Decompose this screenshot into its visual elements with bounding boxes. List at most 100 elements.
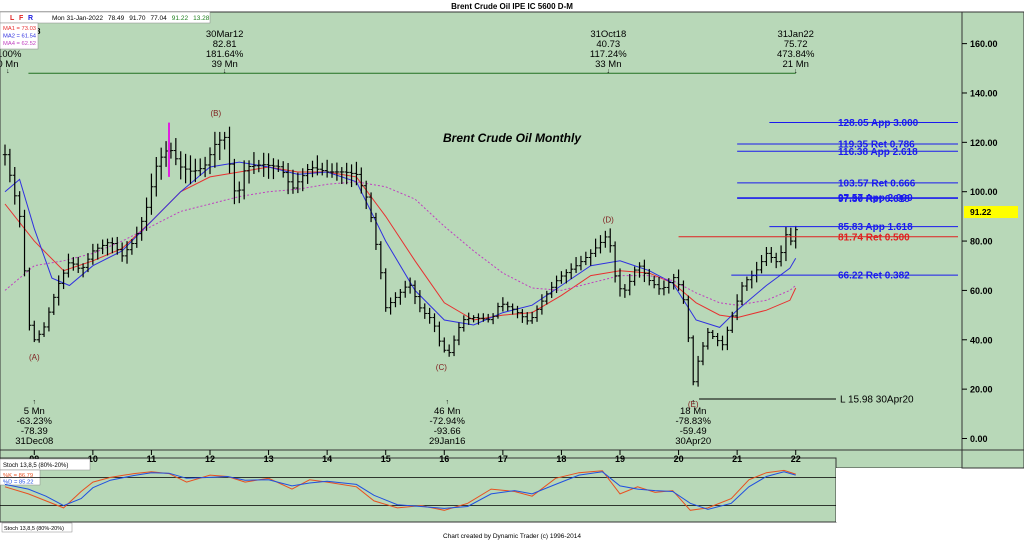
x-tick-label: 15: [381, 454, 391, 464]
swing-bottom-text: 5 Mn: [24, 406, 45, 417]
swing-bottom-text: -63.23%: [17, 416, 53, 427]
ma-legend-item: MA2 = 61.54: [3, 34, 37, 40]
ohlc-value: 78.49: [108, 15, 125, 22]
ma-legend-item: MA1 = 73.03: [3, 26, 36, 32]
stoch-line: [4, 471, 796, 510]
stoch-footer-label: Stoch 13,8,5 (80%-20%): [4, 526, 64, 532]
current-price-label: 91.22: [970, 207, 992, 217]
chart-title: Brent Crude Oil Monthly: [443, 131, 582, 145]
swing-top-text: 30Mar12: [206, 29, 244, 40]
wave-label: (C): [436, 363, 447, 372]
x-tick-label: 18: [556, 454, 566, 464]
window-title: Brent Crude Oil IPE IC 5600 D-M: [451, 2, 573, 11]
swing-bottom-arrow: ↑: [33, 399, 37, 406]
price-axis: 0.00 20.00 40.00 60.00 80.00 100.00 120.00 140.…: [962, 39, 998, 444]
swing-top-arrow: ↓: [607, 68, 611, 75]
ma-legend-box: [0, 22, 39, 50]
x-tick-label: 11: [147, 454, 157, 464]
swing-bottom-text: -93.66: [434, 426, 461, 437]
swing-top-text: 0.00%: [0, 49, 22, 60]
swing-bottom-text: 30Apr20: [675, 436, 711, 447]
swing-bottom-text: 29Jan16: [429, 436, 465, 447]
x-tick-label: 16: [439, 454, 449, 464]
moving-average-line: [4, 161, 797, 328]
y-tick-label: 60.00: [970, 286, 993, 296]
y-tick-label: 40.00: [970, 335, 993, 345]
retracement-label: 119.35 Ret 0.786: [838, 139, 915, 150]
y-tick-label: 80.00: [970, 237, 993, 247]
ohlc-value: Mon 31-Jan-2022: [52, 15, 103, 22]
y-tick-label: 160.00: [970, 39, 998, 49]
retracement-label: 85.83 App 1.618: [838, 222, 913, 233]
stoch-footer-box: [1, 522, 73, 533]
ma-legend-item: MA4 = 62.52: [3, 41, 36, 47]
swing-bottom-text: -78.83%: [676, 416, 712, 427]
stoch-legend-item: %D = 85.22: [3, 480, 33, 486]
retracement-label: 97.30 Ret 0.618: [838, 194, 910, 205]
swing-top-text: 31Oct18: [590, 29, 626, 40]
swing-top-text: 82.81: [213, 39, 237, 50]
current-price-tag: [964, 206, 1018, 218]
price-series: [2, 122, 798, 387]
swing-top-text: 40.73: [596, 39, 620, 50]
corner-digit: 8: [36, 27, 41, 36]
ohlc-value: 77.04: [151, 15, 168, 22]
retracement-label: 116.38 App 2.618: [838, 147, 918, 158]
swing-bottom-arrow: ↑: [445, 399, 449, 406]
ohlc-value: 91.22: [172, 15, 189, 22]
swing-bottom-text: -59.49: [680, 426, 707, 437]
x-tick-label: 12: [205, 454, 215, 464]
low-marker-label: L 15.98 30Apr20: [840, 395, 914, 406]
low-marker-group: L 15.98 30Apr20: [699, 395, 914, 406]
swing-top-text: 473.84%: [777, 49, 815, 60]
swing-top-arrow: ↓: [794, 68, 798, 75]
ohlc-header-bar: [0, 11, 211, 24]
x-tick-label: 22: [791, 454, 801, 464]
y-tick-label: 0.00: [970, 434, 988, 444]
swing-bottom-text: -78.39: [21, 426, 48, 437]
ohlc-flag: R: [28, 15, 33, 22]
wave-label: (E): [688, 400, 699, 409]
wave-label: (D): [603, 215, 614, 224]
swing-top-text: 75.72: [784, 39, 808, 50]
y-tick-label: 140.00: [970, 88, 998, 98]
y-tick-label: 100.00: [970, 187, 998, 197]
price-axis-panel: [961, 11, 1024, 451]
retracement-label: 81.74 Ret 0.500: [838, 232, 910, 243]
x-tick-label: 19: [615, 454, 625, 464]
swing-bottom-text: 18 Mn: [680, 406, 706, 417]
ohlc-value: 91.70: [129, 15, 146, 22]
swing-bottom-text: 46 Mn: [434, 406, 460, 417]
axis-corner-panel: [961, 449, 1024, 469]
swing-bottom-text: 31Dec08: [15, 436, 53, 447]
x-tick-label: 17: [498, 454, 508, 464]
swing-bottom-text: -72.94%: [430, 416, 466, 427]
wave-label: (A): [29, 353, 40, 362]
wave-label: (B): [211, 109, 222, 118]
stoch-header-box: [0, 458, 91, 471]
ohlc-value: 13.28: [193, 15, 210, 22]
ohlc-flag: L: [10, 15, 15, 22]
swing-top-text: 181.64%: [206, 49, 244, 60]
x-tick-label: 14: [322, 454, 332, 464]
swing-top-text: 39 Mn: [211, 59, 237, 70]
swing-top-text: 33 Mn: [595, 59, 621, 70]
wave-labels: (A) (B) (C) (D) (E): [29, 109, 699, 409]
x-tick-label: 21: [732, 454, 742, 464]
y-tick-label: 20.00: [970, 385, 993, 395]
swing-top-text: 117.24%: [590, 49, 627, 60]
swing-top-text: 31Jan22: [777, 29, 813, 40]
stochastic-lines: [0, 469, 836, 511]
ohlc-flag: F: [19, 15, 24, 22]
x-tick-label: 13: [264, 454, 274, 464]
swing-top-text: 0 Mn: [0, 59, 18, 70]
x-tick-label: 10: [88, 454, 98, 464]
swing-top-text: 21 Mn: [783, 59, 809, 70]
swing-top-arrow: ↓: [6, 68, 10, 75]
